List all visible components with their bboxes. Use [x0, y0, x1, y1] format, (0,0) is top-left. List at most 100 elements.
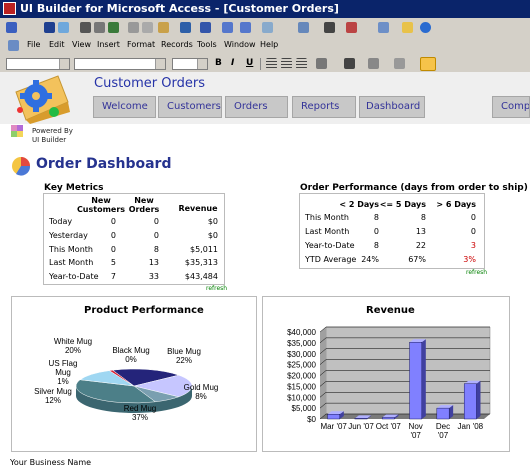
key-metrics-header: New: [91, 196, 111, 205]
y-tick-label: $5,000: [292, 404, 317, 413]
sort-descending-icon[interactable]: [240, 22, 251, 33]
undo-icon[interactable]: [180, 22, 191, 33]
copy-icon[interactable]: [142, 22, 153, 33]
powered-by-logo-icon: [11, 125, 23, 137]
nav-welcome-button[interactable]: Welcome: [93, 96, 156, 118]
pie-slice: [133, 374, 193, 398]
key-metrics-cell: $5,011: [190, 244, 218, 254]
revenue-bar: [327, 414, 341, 420]
spelling-icon[interactable]: [108, 22, 119, 33]
order-performance-panel: [299, 193, 485, 269]
order-performance-header: <= 5 Days: [379, 200, 426, 209]
nav-reports-button[interactable]: Reports: [292, 96, 356, 118]
menu-insert[interactable]: Insert: [97, 40, 120, 49]
font-color-icon[interactable]: [344, 58, 355, 69]
align-left-icon[interactable]: [266, 58, 277, 69]
align-center-icon[interactable]: [281, 58, 292, 69]
menu-format[interactable]: Format: [127, 40, 156, 49]
search-icon[interactable]: [58, 22, 69, 33]
menu-view[interactable]: View: [72, 40, 91, 49]
nav-company-button[interactable]: Compa: [492, 96, 530, 118]
pie-label: Black Mug: [112, 346, 149, 355]
key-metrics-cell: 33: [148, 272, 159, 282]
filter-icon[interactable]: [262, 22, 273, 33]
line-color-icon[interactable]: [368, 58, 379, 69]
sort-ascending-icon[interactable]: [222, 22, 233, 33]
help-icon[interactable]: [420, 22, 431, 33]
key-metrics-cell: 13: [148, 258, 159, 268]
key-metrics-cell: 0: [110, 244, 116, 254]
menu-records[interactable]: Records: [161, 40, 193, 49]
key-metrics-row-label: This Month: [49, 244, 93, 254]
special-effect-icon[interactable]: [420, 57, 436, 71]
print-preview-icon[interactable]: [94, 22, 105, 33]
design-view-icon[interactable]: [6, 22, 17, 33]
revenue-bar-top: [382, 414, 399, 418]
y-tick-label: $35,000: [287, 339, 316, 348]
paste-icon[interactable]: [158, 22, 169, 33]
pie-label: 1%: [57, 377, 69, 386]
cut-icon[interactable]: [128, 22, 139, 33]
menu-file[interactable]: File: [27, 40, 41, 49]
key-metrics-cell: 0: [110, 217, 116, 226]
new-record-icon[interactable]: [346, 22, 357, 33]
order-performance-header: > 6 Days: [436, 200, 476, 209]
revenue-bar: [354, 418, 368, 420]
order-performance-cell: 8: [373, 241, 379, 250]
revenue-bar-top: [409, 339, 426, 343]
key-metrics-header: Customers: [76, 205, 126, 214]
window-title-bar: UI Builder for Microsoft Access - [Custo…: [0, 0, 530, 18]
gridline: [319, 413, 327, 420]
nav-customers-button[interactable]: Customers: [158, 96, 222, 118]
key-metrics-cell: 0: [153, 217, 159, 226]
underline-button[interactable]: U: [246, 58, 254, 68]
revenue-bar-side: [367, 415, 372, 419]
order-performance-refresh-link[interactable]: refresh: [466, 269, 488, 276]
revenue-bar-top: [464, 380, 481, 384]
font-size-select[interactable]: [172, 58, 208, 70]
key-metrics-cell: $35,313: [184, 258, 218, 268]
gridline: [319, 370, 327, 376]
y-tick-label: $20,000: [287, 372, 316, 381]
hyperlink-icon[interactable]: [200, 22, 211, 33]
pie-label: Gold Mug: [184, 383, 219, 392]
order-performance-cell: 13: [415, 227, 426, 236]
gridline: [319, 402, 327, 409]
ui-builder-logo-icon: [15, 75, 70, 124]
revenue-bar: [381, 417, 395, 420]
italic-button[interactable]: I: [231, 58, 235, 68]
order-performance-cell: 24%: [361, 255, 379, 264]
menu-help[interactable]: Help: [260, 40, 279, 49]
database-window-icon[interactable]: [378, 22, 389, 33]
align-right-icon[interactable]: [296, 58, 307, 69]
save-icon[interactable]: [44, 22, 55, 33]
object-select[interactable]: [6, 58, 70, 70]
order-performance-cell: 8: [373, 213, 379, 222]
revenue-bar-side: [394, 414, 399, 419]
dashboard-icon: [12, 157, 31, 176]
y-tick-label: $15,000: [287, 382, 316, 391]
find-icon[interactable]: [324, 22, 335, 33]
order-performance-cell: 0: [470, 213, 476, 222]
bold-button[interactable]: B: [215, 58, 222, 68]
font-select[interactable]: [74, 58, 166, 70]
new-object-icon[interactable]: [402, 22, 413, 33]
menu-window[interactable]: Window: [224, 40, 256, 49]
gridline: [319, 392, 327, 398]
pie-label: White Mug: [54, 337, 92, 346]
print-icon[interactable]: [80, 22, 91, 33]
nav-dashboard-button[interactable]: Dashboard: [359, 96, 425, 118]
revenue-bar-side: [476, 380, 481, 419]
nav-orders-button[interactable]: Orders: [225, 96, 288, 118]
gridline: [319, 326, 327, 333]
key-metrics-refresh-link[interactable]: refresh: [206, 285, 228, 292]
fill-color-icon[interactable]: [316, 58, 327, 69]
menu-edit[interactable]: Edit: [49, 40, 65, 49]
order-performance-cell: 22: [415, 241, 426, 250]
line-width-icon[interactable]: [394, 58, 405, 69]
apply-filter-icon[interactable]: [298, 22, 309, 33]
key-metrics-cell: 8: [153, 244, 159, 254]
product-performance-panel: [11, 296, 257, 452]
menu-tools[interactable]: Tools: [197, 40, 217, 49]
